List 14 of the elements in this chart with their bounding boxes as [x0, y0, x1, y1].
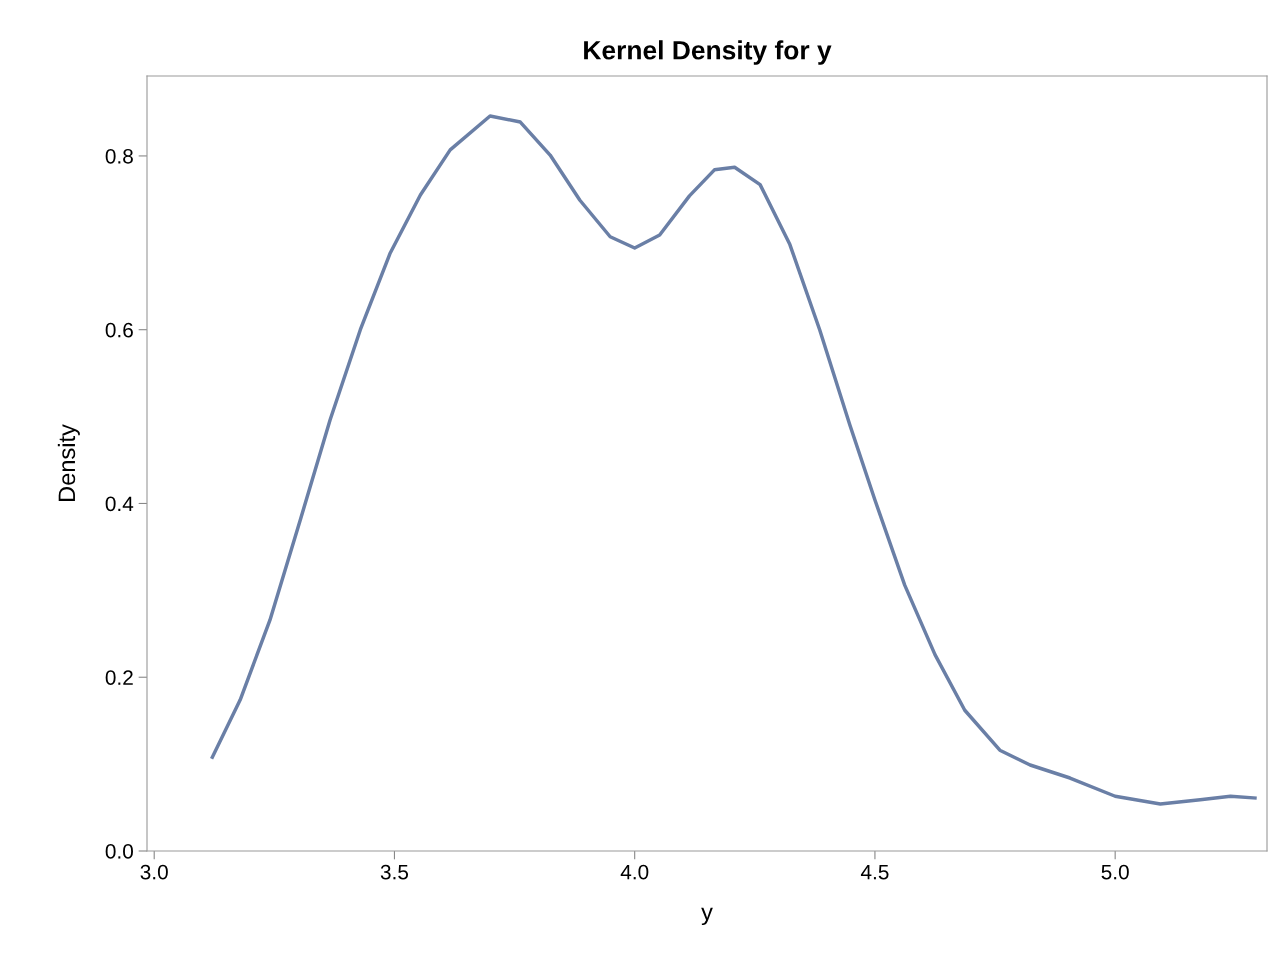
x-tick-label: 3.0	[140, 864, 168, 880]
x-tick-label: 3.5	[380, 864, 409, 880]
line-series	[210, 114, 1257, 806]
y-tick-label: 0.4	[105, 496, 134, 512]
x-tick-label: 4.0	[620, 864, 649, 880]
y-tick-label: 0.6	[105, 322, 133, 338]
y-tick-label: 0.8	[105, 148, 133, 164]
y-tick-label: 0.2	[105, 670, 133, 685]
x-tick-label: 5.0	[1101, 864, 1129, 880]
y-tick-label: 0.0	[105, 844, 133, 859]
y-axis-title: Density	[57, 424, 80, 501]
x-tick-label: 4.5	[860, 864, 889, 880]
chart-title: Kernel Density for y	[584, 40, 832, 65]
x-axis-title: y	[701, 907, 713, 926]
